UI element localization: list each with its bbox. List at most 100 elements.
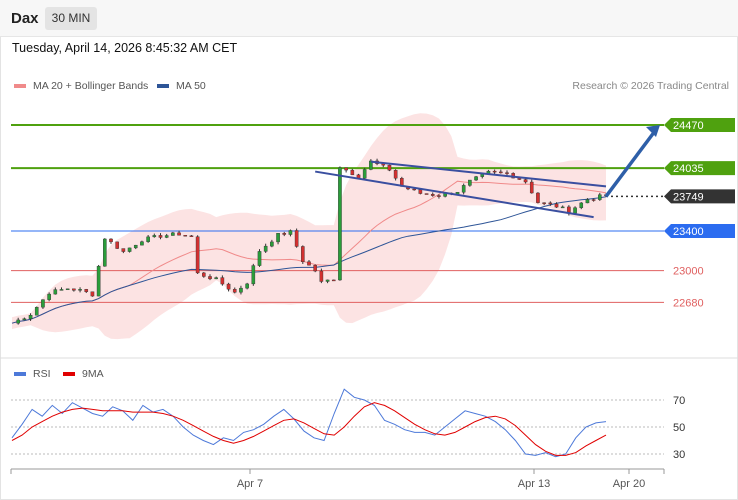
candle-body <box>430 194 435 196</box>
legend-rsi-label: RSI <box>33 368 51 380</box>
candle-body <box>121 248 126 252</box>
candle-body <box>164 235 169 238</box>
candle-body <box>34 306 39 316</box>
candle-body <box>171 232 175 236</box>
rsi-tick-70: 70 <box>673 395 685 407</box>
candle-body <box>195 236 200 274</box>
candle-body <box>418 189 423 194</box>
candle-body <box>96 265 101 297</box>
rsi-line <box>11 388 607 458</box>
candle-body <box>331 279 336 282</box>
candle-body <box>294 230 299 247</box>
candle-body <box>251 265 256 285</box>
ma50-line <box>11 196 607 324</box>
candle-body <box>59 289 64 291</box>
candle-body <box>424 193 429 195</box>
level-label-23749: 23749 <box>673 191 704 203</box>
candle-body <box>226 283 231 290</box>
level-tag-24470 <box>664 118 735 132</box>
x-tick-label: Apr 7 <box>237 478 263 490</box>
candle-body <box>183 235 188 237</box>
candle-body <box>65 288 70 291</box>
candle-body <box>214 277 218 280</box>
candle-body <box>598 194 602 200</box>
candle-body <box>158 235 163 238</box>
candle-body <box>344 167 348 171</box>
candle-body <box>288 230 293 235</box>
level-label-24035: 24035 <box>673 163 704 175</box>
candle-body <box>127 247 132 252</box>
candle-body <box>282 233 287 235</box>
candle-body <box>103 238 107 267</box>
candle-body <box>548 202 553 205</box>
level-label-22680: 22680 <box>673 297 704 309</box>
candle-body <box>579 202 584 208</box>
legend-ma50-label: MA 50 <box>176 80 206 92</box>
candle-body <box>232 288 237 293</box>
candle-body <box>72 288 76 291</box>
candle-body <box>16 319 20 324</box>
rsi-tick-50: 50 <box>673 422 685 434</box>
timeframe-button[interactable]: 30 MIN <box>45 7 97 30</box>
candle-body <box>189 235 194 237</box>
candle-body <box>573 207 577 214</box>
candle-body <box>202 272 206 277</box>
candle-body <box>146 236 150 242</box>
legend-ma20-label: MA 20 + Bollinger Bands <box>33 80 149 92</box>
legend-9ma: 9MA <box>63 368 104 380</box>
credit-label: Research © 2026 Trading Central <box>572 80 729 92</box>
ma20-swatch <box>14 84 26 88</box>
level-tag-23400 <box>664 224 735 238</box>
candle-body <box>41 299 45 308</box>
symbol-label: Dax <box>11 10 39 27</box>
candle-body <box>474 176 478 181</box>
candle-body <box>461 185 466 193</box>
candle-body <box>585 199 590 204</box>
chart-header: Dax 30 MIN <box>0 0 738 37</box>
candle-body <box>53 289 58 295</box>
candle-body <box>263 245 268 252</box>
candle-body <box>362 169 367 179</box>
candle-body <box>239 287 243 293</box>
candle-body <box>319 270 324 282</box>
candle-body <box>468 179 472 186</box>
candle-body <box>177 232 181 236</box>
candle-body <box>245 283 249 289</box>
channel-upper-line <box>370 160 607 188</box>
candle-body <box>591 199 596 201</box>
legend-ma50: MA 50 <box>157 80 206 92</box>
candle-body <box>523 179 528 183</box>
candle-body <box>257 251 262 266</box>
candle-body <box>84 289 89 292</box>
projection-arrow-head <box>646 125 660 137</box>
datetime-label: Tuesday, April 14, 2026 8:45:32 AM CET <box>12 41 238 55</box>
candle-body <box>28 315 33 319</box>
legend-9ma-label: 9MA <box>82 368 104 380</box>
candle-body <box>270 241 274 247</box>
candle-body <box>47 293 51 300</box>
candle-body <box>90 291 95 297</box>
bollinger-band <box>12 113 606 340</box>
candle-body <box>338 167 342 281</box>
ma9-swatch <box>63 372 75 376</box>
candle-body <box>492 170 497 173</box>
x-tick-label: Apr 20 <box>613 478 645 490</box>
legend-rsi: RSI <box>14 368 51 380</box>
candle-body <box>505 172 509 174</box>
candle-body <box>301 246 305 262</box>
candle-body <box>437 195 441 197</box>
candle-body <box>393 170 398 179</box>
candle-body <box>276 233 280 243</box>
level-label-24470: 24470 <box>673 120 704 132</box>
candle-body <box>412 188 416 191</box>
channel-lower-line <box>315 170 594 219</box>
candle-body <box>22 318 27 321</box>
level-tag-23749 <box>664 189 735 204</box>
candle-body <box>369 160 373 170</box>
candle-body <box>350 169 355 176</box>
candle-body <box>220 277 225 285</box>
candle-body <box>313 265 317 272</box>
projection-arrow <box>604 129 657 198</box>
candle-body <box>529 181 534 194</box>
